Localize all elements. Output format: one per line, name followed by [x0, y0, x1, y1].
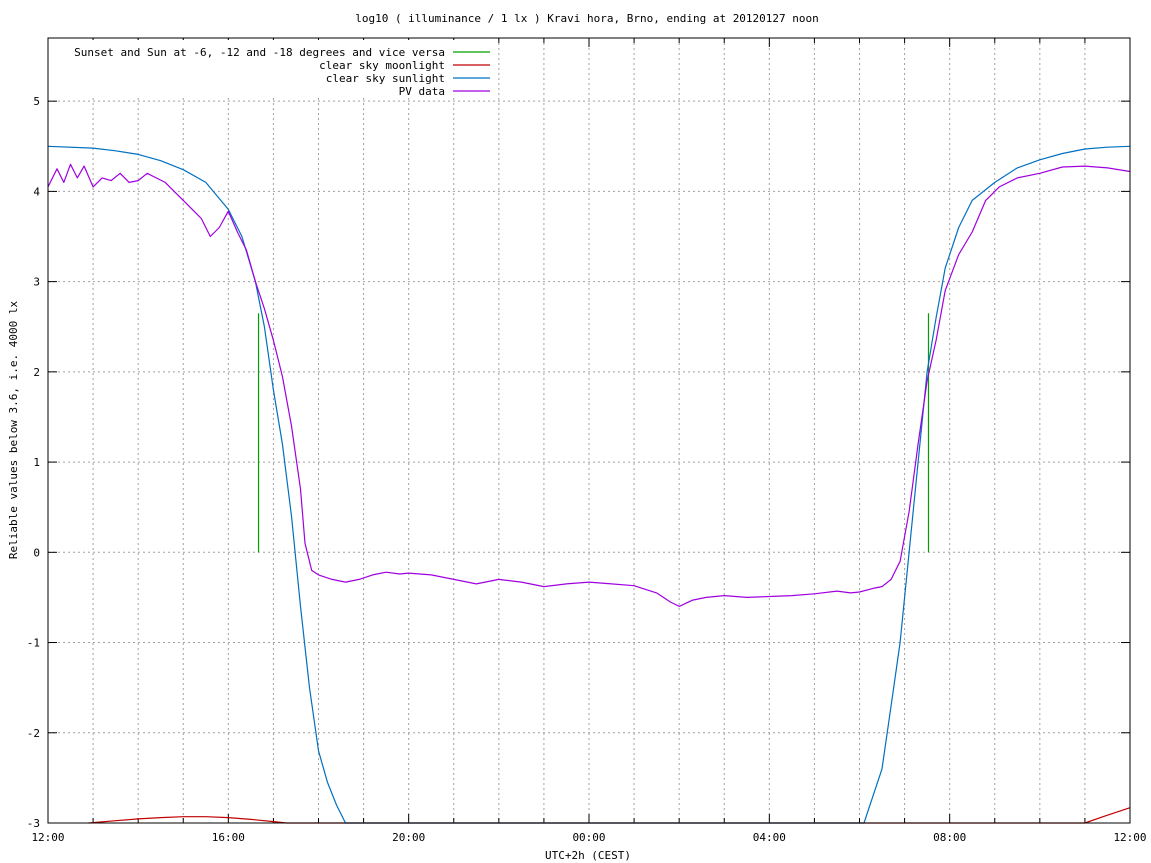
legend-background [50, 40, 495, 98]
legend: Sunset and Sun at -6, -12 and -18 degree… [50, 40, 495, 98]
y-tick-label: 5 [33, 95, 40, 108]
grid [48, 38, 1130, 823]
legend-label: clear sky sunlight [326, 72, 445, 85]
y-tick-label: -1 [27, 637, 40, 650]
y-tick-label: -2 [27, 727, 40, 740]
x-tick-label: 12:00 [31, 831, 64, 844]
legend-label: Sunset and Sun at -6, -12 and -18 degree… [74, 46, 445, 59]
chart-title: log10 ( illuminance / 1 lx ) Kravi hora,… [355, 12, 819, 25]
y-tick-label: 3 [33, 276, 40, 289]
y-tick-label: -3 [27, 817, 40, 830]
y-tick-label: 0 [33, 546, 40, 559]
plot-frame [47, 37, 1131, 824]
x-tick-label: 12:00 [1113, 831, 1146, 844]
x-tick-label: 04:00 [753, 831, 786, 844]
x-tick-label: 16:00 [212, 831, 245, 844]
x-tick-label: 00:00 [572, 831, 605, 844]
legend-label: PV data [399, 85, 445, 98]
y-tick-label: 4 [33, 185, 40, 198]
y-tick-label: 1 [33, 456, 40, 469]
x-tick-label: 08:00 [933, 831, 966, 844]
x-axis-label: UTC+2h (CEST) [545, 849, 631, 862]
series-line-clear-sky-moonlight [88, 807, 1131, 824]
y-tick-label: 2 [33, 366, 40, 379]
x-tick-label: 20:00 [392, 831, 425, 844]
axis-ticks: 12:00 16:00 20:00 00:00 04:00 08:00 12:00-3-2-… [27, 38, 1147, 844]
y-axis-label: Reliable values below 3.6, i.e. 4000 lx [7, 300, 20, 559]
series-line-pv-data [47, 163, 1131, 607]
legend-label: clear sky moonlight [319, 59, 445, 72]
